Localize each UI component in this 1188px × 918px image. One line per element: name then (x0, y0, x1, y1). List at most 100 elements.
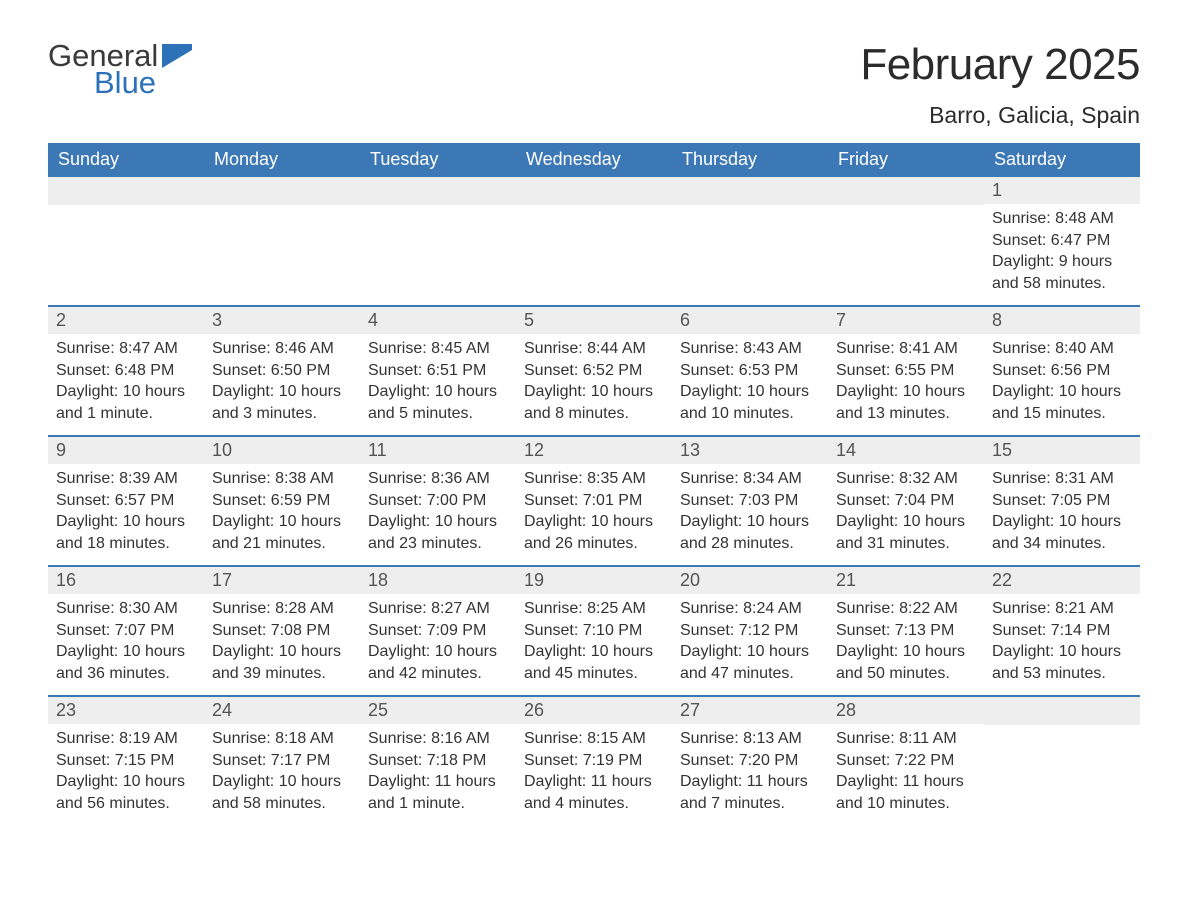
daylight-text: Daylight: 10 hours and 1 minute. (56, 381, 196, 424)
calendar-day: 13Sunrise: 8:34 AMSunset: 7:03 PMDayligh… (672, 437, 828, 565)
day-number: 6 (672, 307, 828, 334)
daylight-text: Daylight: 10 hours and 36 minutes. (56, 641, 196, 684)
day-number: 2 (48, 307, 204, 334)
calendar-day: 21Sunrise: 8:22 AMSunset: 7:13 PMDayligh… (828, 567, 984, 695)
day-details: Sunrise: 8:48 AMSunset: 6:47 PMDaylight:… (984, 204, 1140, 298)
calendar-day (516, 177, 672, 305)
sunrise-text: Sunrise: 8:34 AM (680, 468, 820, 490)
sunrise-text: Sunrise: 8:30 AM (56, 598, 196, 620)
sunrise-text: Sunrise: 8:27 AM (368, 598, 508, 620)
daylight-text: Daylight: 10 hours and 5 minutes. (368, 381, 508, 424)
sunrise-text: Sunrise: 8:45 AM (368, 338, 508, 360)
day-number: 11 (360, 437, 516, 464)
calendar-day (204, 177, 360, 305)
calendar-day: 1Sunrise: 8:48 AMSunset: 6:47 PMDaylight… (984, 177, 1140, 305)
day-details: Sunrise: 8:21 AMSunset: 7:14 PMDaylight:… (984, 594, 1140, 688)
sunset-text: Sunset: 7:01 PM (524, 490, 664, 512)
sunrise-text: Sunrise: 8:21 AM (992, 598, 1132, 620)
daylight-text: Daylight: 10 hours and 47 minutes. (680, 641, 820, 684)
sunset-text: Sunset: 7:13 PM (836, 620, 976, 642)
weekday-header-row: SundayMondayTuesdayWednesdayThursdayFrid… (48, 143, 1140, 177)
calendar-body: 1Sunrise: 8:48 AMSunset: 6:47 PMDaylight… (48, 177, 1140, 825)
location-subtitle: Barro, Galicia, Spain (860, 102, 1140, 129)
sunset-text: Sunset: 6:51 PM (368, 360, 508, 382)
day-number (516, 177, 672, 205)
sunset-text: Sunset: 7:22 PM (836, 750, 976, 772)
sunrise-text: Sunrise: 8:28 AM (212, 598, 352, 620)
day-number: 3 (204, 307, 360, 334)
day-number (360, 177, 516, 205)
sunset-text: Sunset: 6:57 PM (56, 490, 196, 512)
sunset-text: Sunset: 6:56 PM (992, 360, 1132, 382)
sunset-text: Sunset: 7:20 PM (680, 750, 820, 772)
day-details: Sunrise: 8:18 AMSunset: 7:17 PMDaylight:… (204, 724, 360, 818)
daylight-text: Daylight: 10 hours and 3 minutes. (212, 381, 352, 424)
daylight-text: Daylight: 10 hours and 23 minutes. (368, 511, 508, 554)
sunrise-text: Sunrise: 8:18 AM (212, 728, 352, 750)
daylight-text: Daylight: 10 hours and 34 minutes. (992, 511, 1132, 554)
calendar-day: 22Sunrise: 8:21 AMSunset: 7:14 PMDayligh… (984, 567, 1140, 695)
calendar-week: 1Sunrise: 8:48 AMSunset: 6:47 PMDaylight… (48, 177, 1140, 305)
sunrise-text: Sunrise: 8:48 AM (992, 208, 1132, 230)
day-details: Sunrise: 8:40 AMSunset: 6:56 PMDaylight:… (984, 334, 1140, 428)
day-number: 13 (672, 437, 828, 464)
calendar-day: 11Sunrise: 8:36 AMSunset: 7:00 PMDayligh… (360, 437, 516, 565)
day-details: Sunrise: 8:11 AMSunset: 7:22 PMDaylight:… (828, 724, 984, 818)
day-number: 19 (516, 567, 672, 594)
sunrise-text: Sunrise: 8:11 AM (836, 728, 976, 750)
sunset-text: Sunset: 7:17 PM (212, 750, 352, 772)
logo: General Blue (48, 40, 192, 98)
sunset-text: Sunset: 7:14 PM (992, 620, 1132, 642)
sunset-text: Sunset: 6:55 PM (836, 360, 976, 382)
title-block: February 2025 Barro, Galicia, Spain (860, 40, 1140, 129)
logo-word2: Blue (94, 67, 158, 98)
day-number: 10 (204, 437, 360, 464)
sunset-text: Sunset: 7:19 PM (524, 750, 664, 772)
day-details: Sunrise: 8:22 AMSunset: 7:13 PMDaylight:… (828, 594, 984, 688)
daylight-text: Daylight: 10 hours and 8 minutes. (524, 381, 664, 424)
day-number (828, 177, 984, 205)
daylight-text: Daylight: 10 hours and 53 minutes. (992, 641, 1132, 684)
sunrise-text: Sunrise: 8:25 AM (524, 598, 664, 620)
daylight-text: Daylight: 10 hours and 28 minutes. (680, 511, 820, 554)
calendar-day: 12Sunrise: 8:35 AMSunset: 7:01 PMDayligh… (516, 437, 672, 565)
calendar-day: 26Sunrise: 8:15 AMSunset: 7:19 PMDayligh… (516, 697, 672, 825)
sunset-text: Sunset: 7:04 PM (836, 490, 976, 512)
day-number: 9 (48, 437, 204, 464)
sunrise-text: Sunrise: 8:32 AM (836, 468, 976, 490)
day-number (984, 697, 1140, 725)
day-number: 26 (516, 697, 672, 724)
sunset-text: Sunset: 7:09 PM (368, 620, 508, 642)
sunrise-text: Sunrise: 8:22 AM (836, 598, 976, 620)
day-details: Sunrise: 8:30 AMSunset: 7:07 PMDaylight:… (48, 594, 204, 688)
calendar-day (828, 177, 984, 305)
day-number: 5 (516, 307, 672, 334)
sunrise-text: Sunrise: 8:31 AM (992, 468, 1132, 490)
sunrise-text: Sunrise: 8:19 AM (56, 728, 196, 750)
calendar-day: 19Sunrise: 8:25 AMSunset: 7:10 PMDayligh… (516, 567, 672, 695)
day-details: Sunrise: 8:39 AMSunset: 6:57 PMDaylight:… (48, 464, 204, 558)
day-number: 21 (828, 567, 984, 594)
daylight-text: Daylight: 10 hours and 45 minutes. (524, 641, 664, 684)
daylight-text: Daylight: 10 hours and 50 minutes. (836, 641, 976, 684)
day-number: 27 (672, 697, 828, 724)
daylight-text: Daylight: 10 hours and 56 minutes. (56, 771, 196, 814)
daylight-text: Daylight: 10 hours and 31 minutes. (836, 511, 976, 554)
sunrise-text: Sunrise: 8:40 AM (992, 338, 1132, 360)
calendar-week: 23Sunrise: 8:19 AMSunset: 7:15 PMDayligh… (48, 695, 1140, 825)
calendar-day: 27Sunrise: 8:13 AMSunset: 7:20 PMDayligh… (672, 697, 828, 825)
calendar-day: 14Sunrise: 8:32 AMSunset: 7:04 PMDayligh… (828, 437, 984, 565)
calendar-day: 2 Sunrise: 8:47 AMSunset: 6:48 PMDaylight… (48, 307, 204, 435)
sunset-text: Sunset: 6:48 PM (56, 360, 196, 382)
daylight-text: Daylight: 11 hours and 1 minute. (368, 771, 508, 814)
sunrise-text: Sunrise: 8:47 AM (56, 338, 196, 360)
calendar-day: 3Sunrise: 8:46 AMSunset: 6:50 PMDaylight… (204, 307, 360, 435)
day-number: 17 (204, 567, 360, 594)
sunrise-text: Sunrise: 8:16 AM (368, 728, 508, 750)
calendar-day (672, 177, 828, 305)
sunset-text: Sunset: 7:00 PM (368, 490, 508, 512)
sunrise-text: Sunrise: 8:43 AM (680, 338, 820, 360)
day-details: Sunrise: 8:15 AMSunset: 7:19 PMDaylight:… (516, 724, 672, 818)
weekday-header: Sunday (48, 143, 204, 177)
day-number: 15 (984, 437, 1140, 464)
